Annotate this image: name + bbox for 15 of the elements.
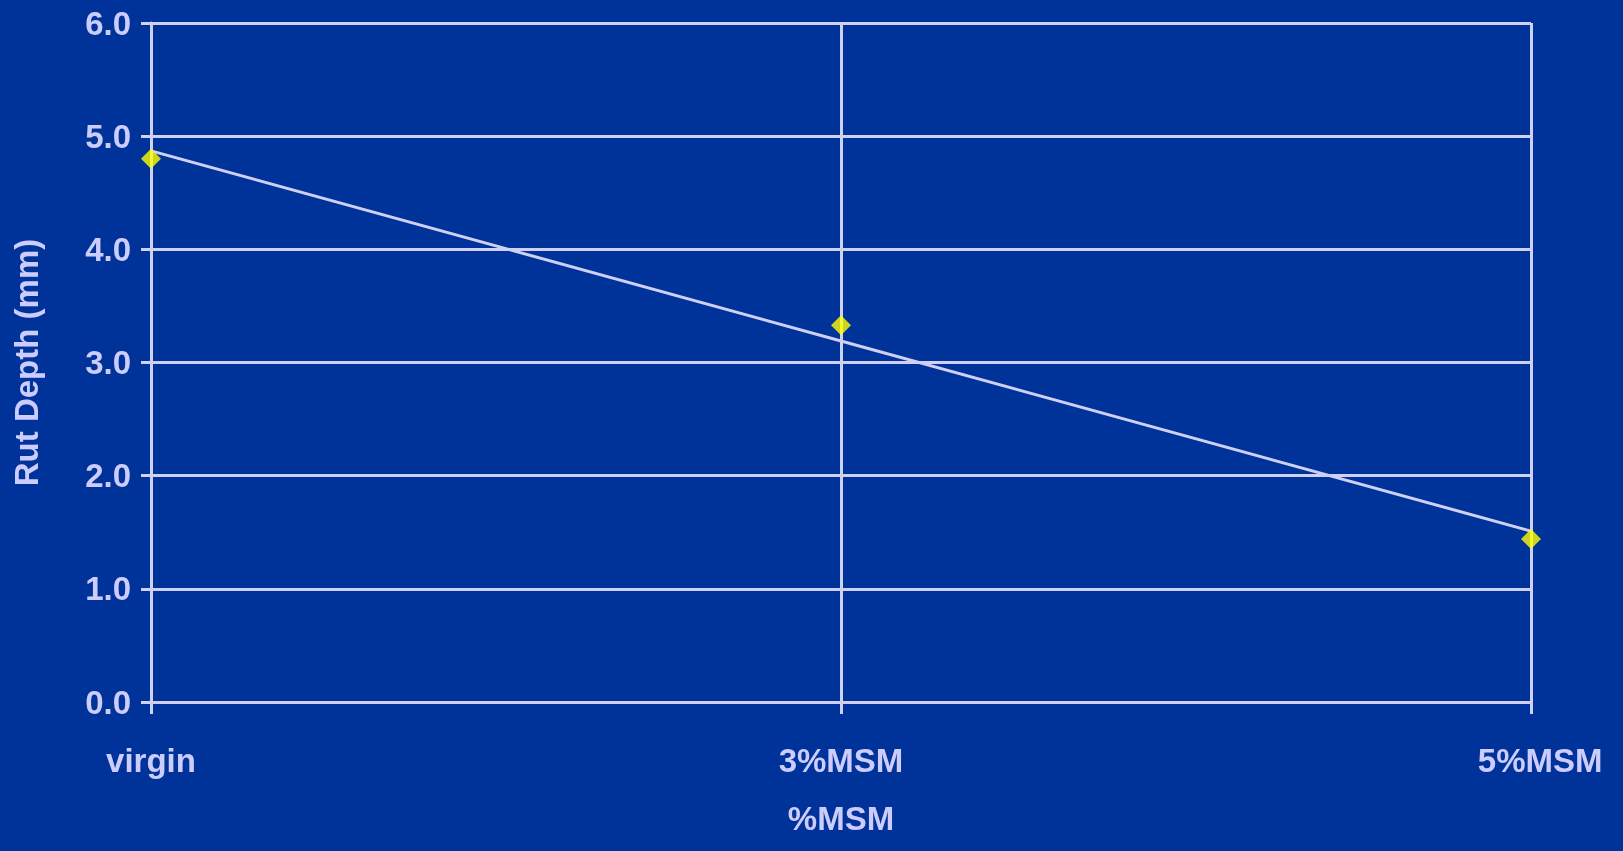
point	[831, 315, 851, 336]
y-tick-label: 0.0	[85, 683, 131, 721]
point	[141, 148, 161, 169]
y-tick-label: 5.0	[85, 117, 131, 155]
y-tick-label: 3.0	[85, 344, 131, 381]
x-tick-label: 5%MSM	[1459, 742, 1603, 779]
y-tick-label: 2.0	[85, 457, 131, 495]
x-tick-label: virgin	[106, 742, 196, 779]
y-axis-title: Rut Depth (mm)	[8, 238, 45, 487]
y-tick-label: 6.0	[85, 4, 131, 42]
x-axis-title: %MSM	[787, 800, 895, 837]
y-tick-label: 1.0	[85, 570, 131, 608]
point	[1521, 529, 1541, 550]
x-tick-label: 3%MSM	[778, 742, 904, 779]
y-tick-label: 4.0	[85, 230, 131, 268]
